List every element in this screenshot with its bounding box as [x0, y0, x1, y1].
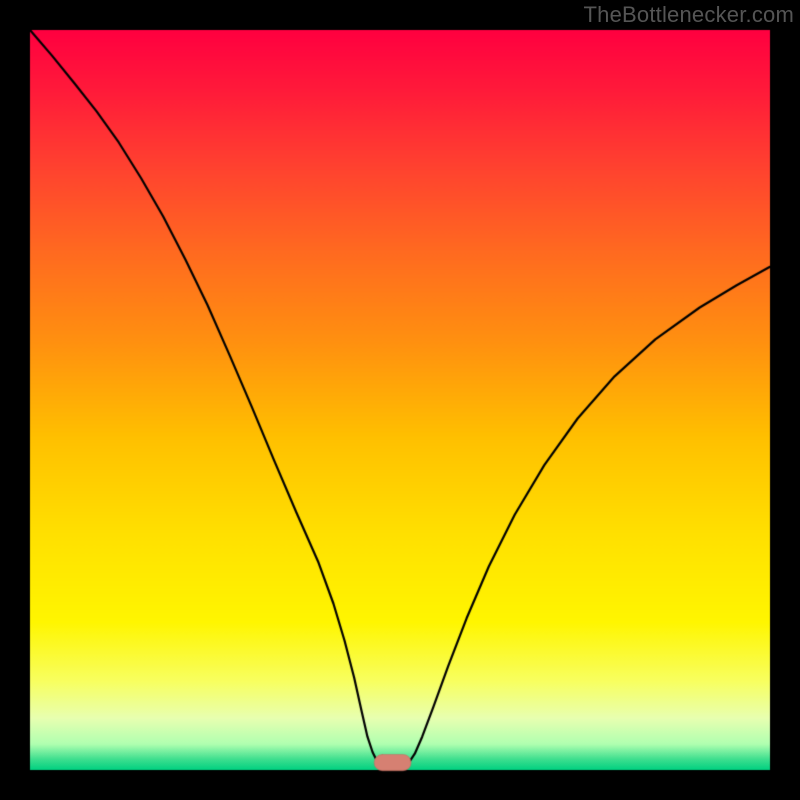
bottleneck-chart — [0, 0, 800, 800]
watermark-text: TheBottlenecker.com — [584, 2, 794, 28]
